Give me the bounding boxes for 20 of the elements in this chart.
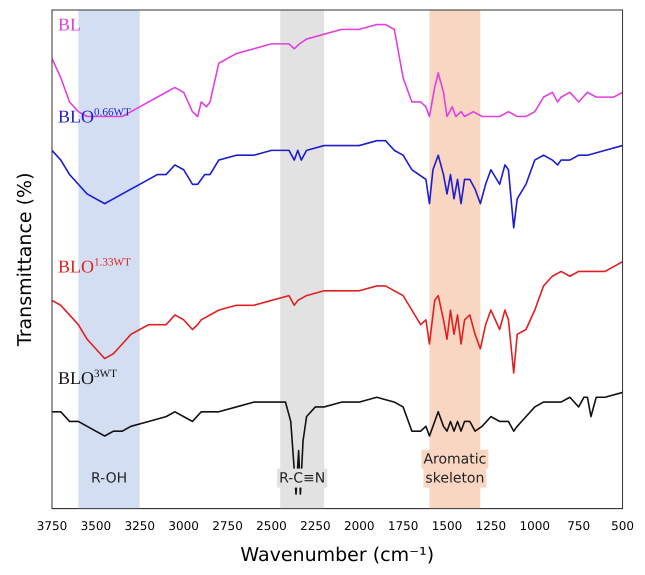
x-tick-label: 2000 (344, 518, 374, 533)
x-tick-label: 3500 (80, 518, 112, 533)
x-axis-title: Wavenumber (cm⁻¹) (240, 544, 434, 566)
x-tick-label: 3000 (168, 518, 199, 533)
x-tick-label: 2750 (212, 518, 243, 533)
x-tick-label: 1000 (520, 518, 550, 533)
x-tick-label: 1500 (432, 518, 462, 533)
y-axis-title: Transmittance (%) (14, 172, 36, 348)
series-label: BL (58, 14, 82, 34)
band-label: R-OH (90, 470, 128, 487)
x-tick-label: 3250 (124, 518, 156, 533)
band-label: R-C≡N (279, 470, 326, 487)
x-tick-label: 2250 (300, 518, 331, 533)
x-tick-label: 500 (611, 518, 634, 533)
x-tick-label: 1750 (388, 518, 418, 533)
x-tick-label: 750 (567, 518, 590, 533)
x-tick-label: 1250 (476, 518, 506, 533)
x-tick-label: 3750 (36, 518, 68, 533)
x-tick-label: 2500 (256, 518, 287, 533)
band-label: Aromatic skeleton (423, 452, 486, 487)
